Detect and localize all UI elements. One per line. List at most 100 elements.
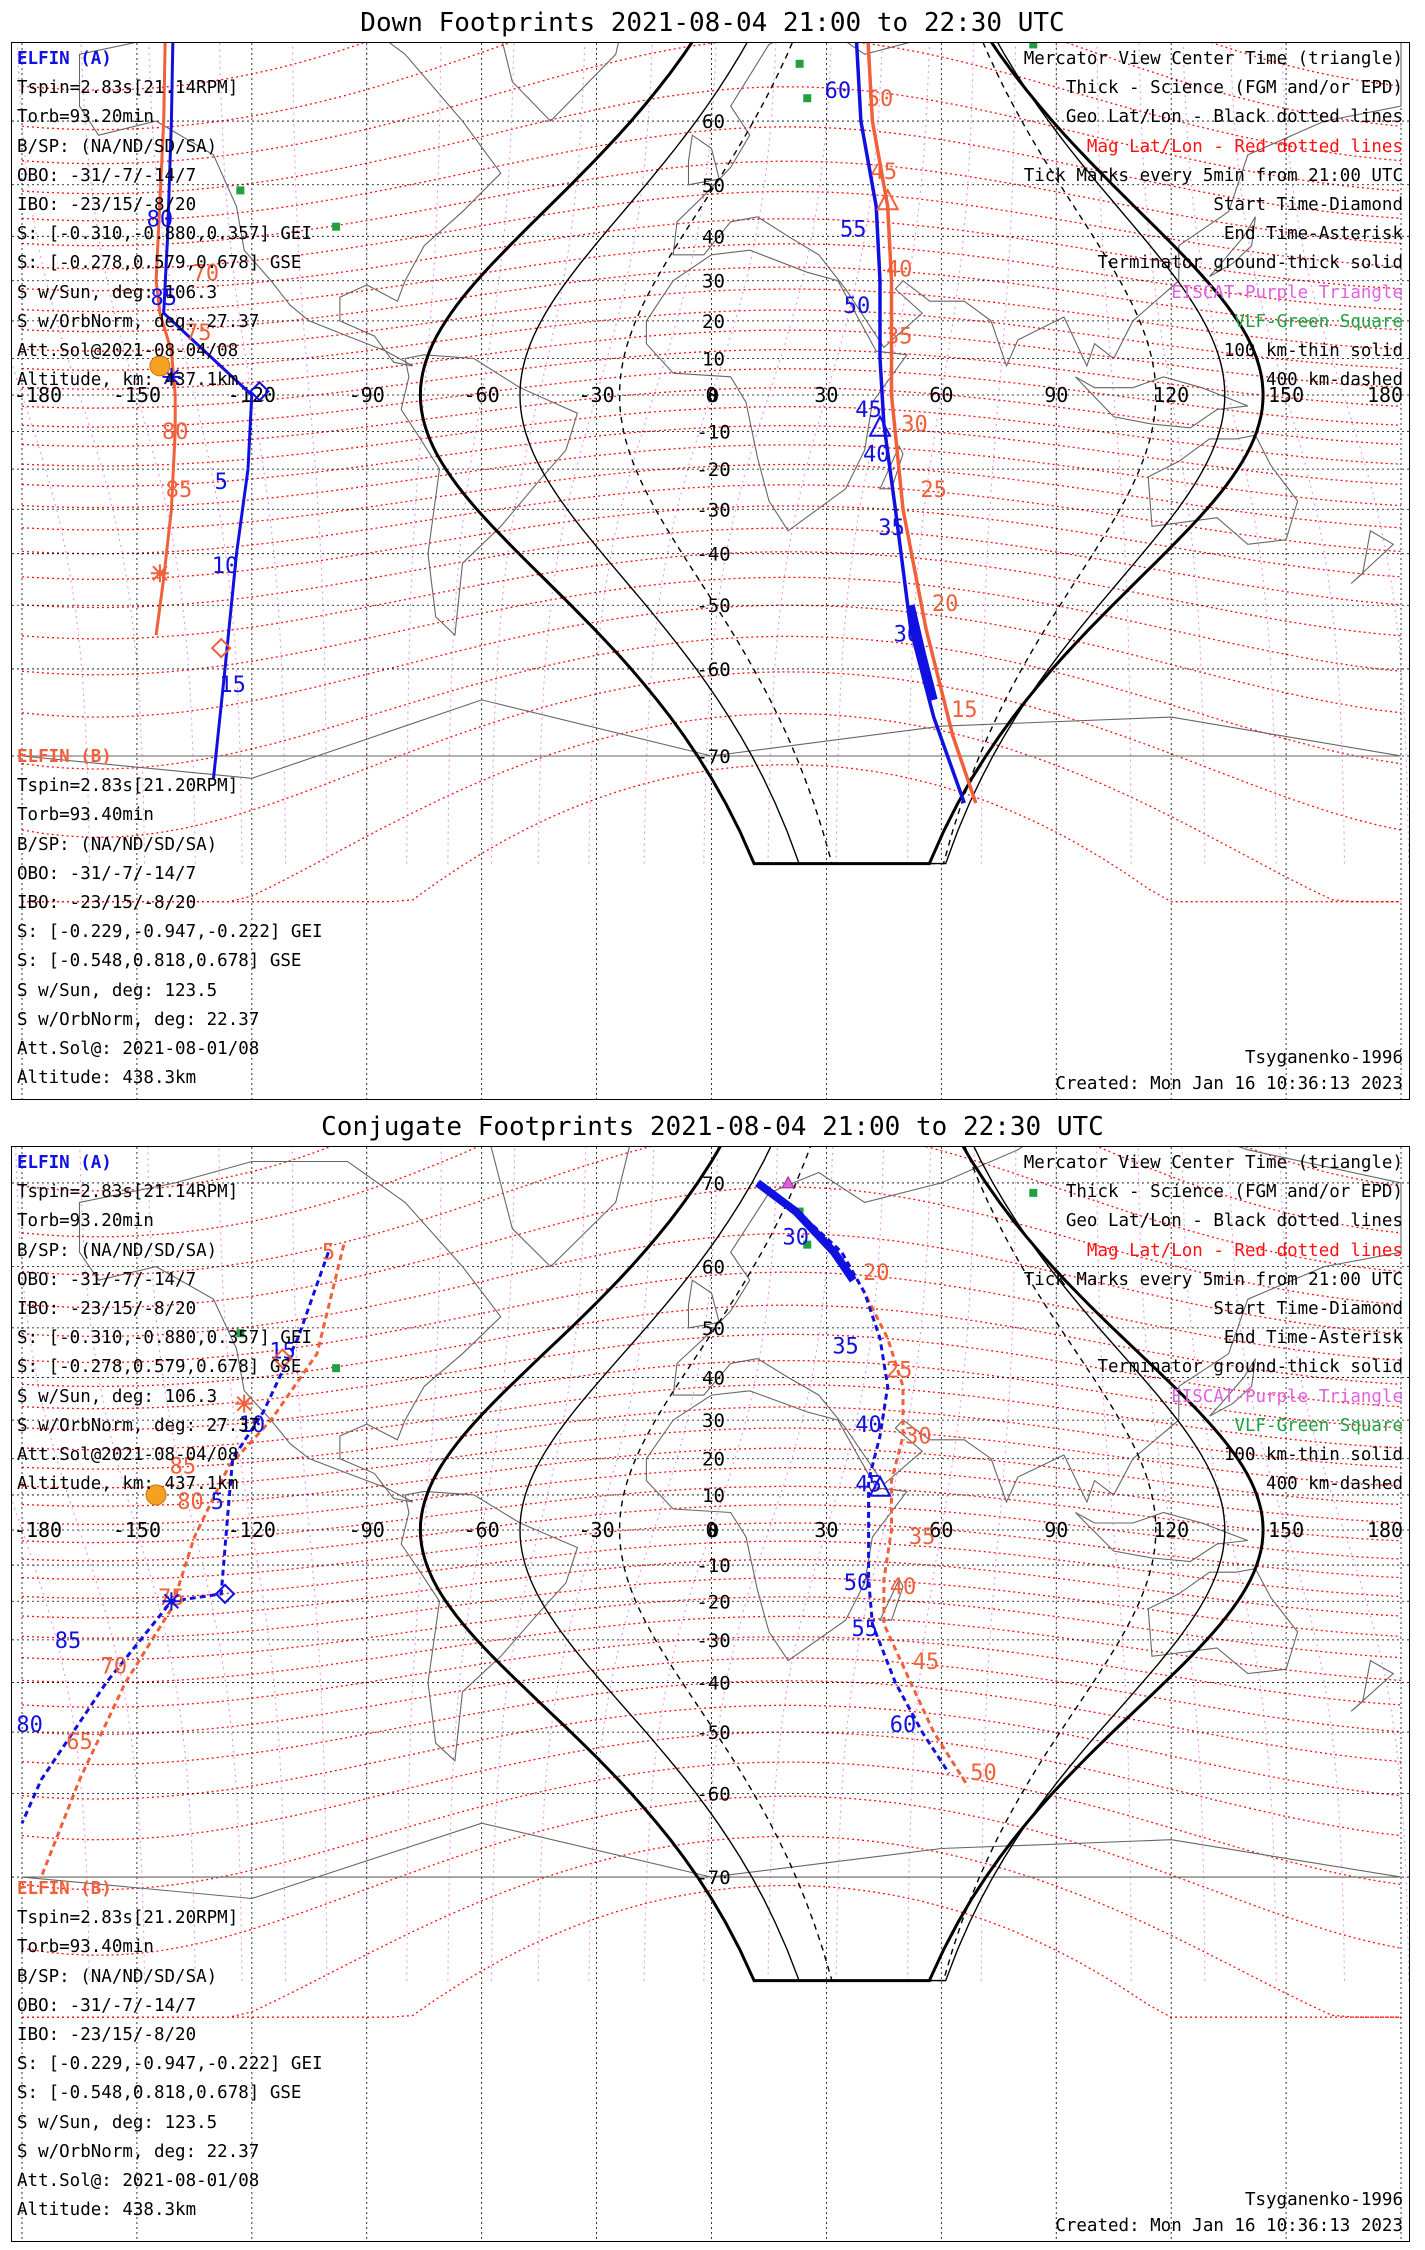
- elfin-a-line: S: [-0.278,0.579,0.678] GSE: [17, 1357, 302, 1378]
- lon-tick-label: 90: [1044, 383, 1068, 407]
- elfin-a-line: OBO: -31/-7/-14/7: [17, 165, 197, 186]
- mag-lon-line: [537, 43, 653, 864]
- coastline: [1075, 1511, 1248, 1563]
- mag-lon-line: [643, 43, 777, 864]
- lat-tick-label: 50: [702, 175, 725, 197]
- track-tick-label: 45: [855, 1472, 882, 1497]
- elfin-b-line: Tspin=2.83s[21.20RPM]: [17, 1908, 239, 1929]
- lon-tick-label: -90: [349, 383, 385, 407]
- coastline: [645, 1390, 908, 1662]
- track-tick-label: 80: [16, 1713, 43, 1738]
- elfin-a-label: ELFIN (A): [17, 1153, 112, 1173]
- track-tick-label: 50: [867, 87, 894, 112]
- mag-lon-line: [447, 1147, 516, 1981]
- mag-lat-line: [21, 1485, 1402, 1544]
- conj-map-frame: -180 -150 -120 -90 -60 -30 0 30 60 90 120 150 180 70 6…: [11, 1146, 1410, 2242]
- lon-tick-label: -120: [228, 1518, 276, 1542]
- elfin-a-line: Altitude, km: 437.1km: [17, 1474, 239, 1495]
- lon-tick-label: 180: [1367, 1518, 1403, 1542]
- mag-lon-line: [767, 43, 883, 864]
- track-tick-label: 20: [932, 592, 959, 617]
- vlf-icon: [236, 186, 245, 195]
- mag-lon-line: [291, 1147, 328, 1981]
- lon-tick-label: 150: [1268, 383, 1304, 407]
- elfin-b-info-conj: ELFIN (B) Tspin=2.83s[21.20RPM] Torb=93.…: [17, 1875, 323, 2225]
- mag-lat-line: [21, 190, 1402, 270]
- elfin-a-info-down: ELFIN (A) Tspin=2.83s[21.14RPM] Torb=93.…: [17, 45, 312, 395]
- vlf-icon: [803, 1240, 812, 1249]
- legend-item: Terminator ground-thick solid: [1097, 1357, 1403, 1378]
- track-tick-label: 85: [166, 478, 193, 503]
- track-tick-label: 30: [783, 1226, 810, 1251]
- track-tick-label: 55: [851, 1617, 878, 1642]
- lat-tick-label: -70: [696, 746, 730, 768]
- elfin-a-line: IBO: -23/15/-8/20: [17, 195, 197, 216]
- mag-lon-line: [79, 1147, 196, 1981]
- track-tick-label: 15: [219, 673, 246, 698]
- mag-lat-line: [21, 1427, 1402, 1489]
- lon-tick-label: -30: [579, 383, 615, 407]
- legend-conj: Mercator View Center Time (triangle) Thi…: [1024, 1149, 1403, 1499]
- lon-tick-label: 180: [1367, 383, 1403, 407]
- elfin-a-conj-track-west: [20, 1251, 330, 1824]
- sun-icon: [149, 355, 171, 377]
- elfin-b-label: ELFIN (B): [17, 1879, 112, 1899]
- end-asterisk-icon: [162, 367, 181, 386]
- lat-tick-label: -50: [696, 595, 730, 617]
- elfin-a-line: B/SP: (NA/ND/SD/SA): [17, 136, 218, 157]
- legend-item: Mag Lat/Lon - Red dotted lines: [1086, 1240, 1403, 1261]
- legend-item: 400 km-dashed: [1266, 370, 1403, 391]
- lat-tick-label: 10: [702, 349, 725, 371]
- lat-tick-label: 30: [702, 1410, 725, 1432]
- mag-lon-line: [406, 1147, 442, 1981]
- mag-lon-line: [147, 1147, 243, 1981]
- coastline: [687, 134, 720, 186]
- start-diamond-icon: [249, 380, 270, 402]
- elfin-a-line: Att.Sol@2021-08-04/08: [17, 1445, 239, 1466]
- mag-lat-line: [21, 1147, 1402, 1192]
- track-tick-label: 85: [170, 1454, 197, 1479]
- elfin-b-line: B/SP: (NA/ND/SD/SA): [17, 1966, 218, 1987]
- lon-tick-label: -150: [113, 383, 161, 407]
- mag-lat-line: [22, 712, 1401, 903]
- elfin-b-line: Tspin=2.83s[21.20RPM]: [17, 776, 239, 797]
- down-map-frame: -180-150-120-90-60-300306090120150180706…: [11, 42, 1410, 1100]
- track-tick-label: 35: [909, 1525, 936, 1550]
- coastline: [78, 43, 502, 367]
- elfin-b-info-down: ELFIN (B) Tspin=2.83s[21.20RPM] Torb=93.…: [17, 743, 323, 1093]
- elfin-b-line: OBO: -31/-7/-14/7: [17, 863, 197, 884]
- track-tick-label: 65: [66, 1730, 93, 1755]
- mag-lon-line: [218, 1147, 287, 1981]
- elfin-a-line: IBO: -23/15/-8/20: [17, 1299, 197, 1320]
- track-tick-label: 40: [886, 258, 913, 283]
- start-diamond-icon: [272, 1348, 293, 1370]
- vlf-icon: [1029, 1188, 1038, 1197]
- legend-item: Tick Marks every 5min from 21:00 UTC: [1023, 165, 1403, 186]
- legend-item: Start Time-Diamond: [1213, 195, 1403, 216]
- terminator-100km: [519, 43, 1226, 865]
- legend-item: EISCAT-Purple Triangle: [1171, 1386, 1403, 1407]
- lon-tick-label: 60: [929, 383, 953, 407]
- track-tick-label: 35: [832, 1335, 859, 1360]
- down-map: -180-150-120-90-60-300306090120150180706…: [12, 43, 1409, 1099]
- legend-item: Mercator View Center Time (triangle): [1023, 49, 1403, 69]
- elfin-a-conj-track: [756, 1181, 951, 1775]
- lat-tick-label: -40: [696, 544, 730, 566]
- mag-lon-line: [907, 1147, 975, 1981]
- footer-model: Tsyganenko-1996: [1244, 1048, 1403, 1068]
- mag-lon-line: [1181, 1147, 1277, 1981]
- mag-lon-line: [219, 43, 287, 864]
- coastline: [1209, 1358, 1256, 1417]
- elfin-a-line: S: [-0.310,-0.880,0.357] GEI: [17, 224, 313, 245]
- footer-created: Created: Mon Jan 16 10:36:13 2023: [1055, 2216, 1403, 2236]
- conj-panel-title: Conjugate Footprints 2021-08-04 21:00 to…: [321, 1112, 1104, 1142]
- elfin-b-line: S w/Sun, deg: 123.5: [17, 2112, 218, 2133]
- track-tick-label: 30: [894, 622, 921, 647]
- coastline: [400, 354, 579, 637]
- mag-lon-line: [1229, 43, 1346, 864]
- elfin-b-line: S w/OrbNorm, deg: 22.37: [17, 2141, 260, 2162]
- lat-tick-label: 50: [702, 1318, 725, 1340]
- mag-lat-line: [21, 329, 1402, 390]
- vlf-icon: [236, 1329, 245, 1338]
- terminator-400km: [618, 1147, 1157, 1982]
